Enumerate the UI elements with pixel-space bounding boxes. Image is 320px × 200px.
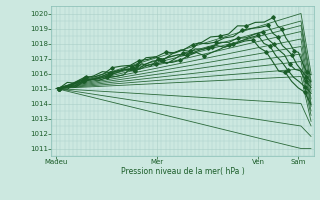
- X-axis label: Pression niveau de la mer( hPa ): Pression niveau de la mer( hPa ): [121, 167, 244, 176]
